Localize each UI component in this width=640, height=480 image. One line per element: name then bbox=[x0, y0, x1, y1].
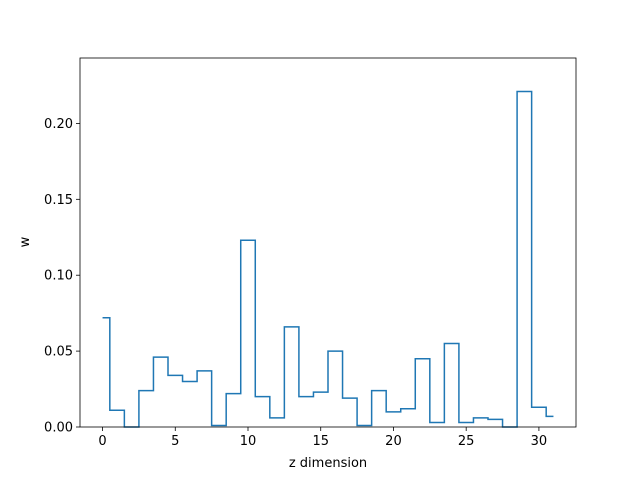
y-axis-label: w bbox=[18, 236, 33, 247]
x-tick-label: 0 bbox=[98, 434, 106, 449]
axes-frame bbox=[79, 57, 577, 428]
y-tick-label: 0.05 bbox=[44, 345, 73, 360]
x-axis-label: z dimension bbox=[289, 456, 367, 471]
x-tick-label: 15 bbox=[312, 434, 329, 449]
x-tick-label: 5 bbox=[171, 434, 179, 449]
y-tick-label: 0.15 bbox=[44, 193, 73, 208]
y-tick-label: 0.00 bbox=[44, 421, 73, 436]
plot-area bbox=[102, 90, 554, 428]
x-tick-label: 10 bbox=[240, 434, 257, 449]
axes: 0 5 10 15 20 25 30 0.00 0.05 0.10 0.15 0.20 bbox=[44, 57, 577, 449]
x-tick-label: 20 bbox=[385, 434, 402, 449]
x-tick-label: 25 bbox=[458, 434, 475, 449]
y-tick-label: 0.20 bbox=[44, 117, 73, 132]
y-tick-label: 0.10 bbox=[44, 269, 73, 284]
x-tick-label: 30 bbox=[531, 434, 548, 449]
data-series-line bbox=[102, 90, 554, 428]
